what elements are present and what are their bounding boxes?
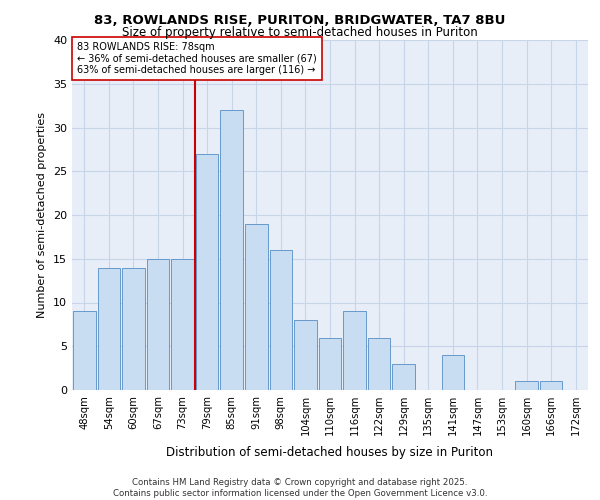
- Bar: [122, 268, 145, 390]
- X-axis label: Distribution of semi-detached houses by size in Puriton: Distribution of semi-detached houses by …: [167, 446, 493, 460]
- Text: 83, ROWLANDS RISE, PURITON, BRIDGWATER, TA7 8BU: 83, ROWLANDS RISE, PURITON, BRIDGWATER, …: [94, 14, 506, 27]
- Bar: [319, 338, 341, 390]
- Y-axis label: Number of semi-detached properties: Number of semi-detached properties: [37, 112, 47, 318]
- Bar: [220, 110, 243, 390]
- Bar: [196, 154, 218, 390]
- Bar: [171, 259, 194, 390]
- Bar: [540, 381, 562, 390]
- Bar: [368, 338, 391, 390]
- Bar: [442, 355, 464, 390]
- Bar: [269, 250, 292, 390]
- Bar: [146, 259, 169, 390]
- Bar: [73, 311, 95, 390]
- Bar: [515, 381, 538, 390]
- Text: 83 ROWLANDS RISE: 78sqm
← 36% of semi-detached houses are smaller (67)
63% of se: 83 ROWLANDS RISE: 78sqm ← 36% of semi-de…: [77, 42, 317, 75]
- Bar: [392, 364, 415, 390]
- Bar: [245, 224, 268, 390]
- Bar: [98, 268, 120, 390]
- Text: Contains HM Land Registry data © Crown copyright and database right 2025.
Contai: Contains HM Land Registry data © Crown c…: [113, 478, 487, 498]
- Bar: [343, 311, 366, 390]
- Bar: [294, 320, 317, 390]
- Text: Size of property relative to semi-detached houses in Puriton: Size of property relative to semi-detach…: [122, 26, 478, 39]
